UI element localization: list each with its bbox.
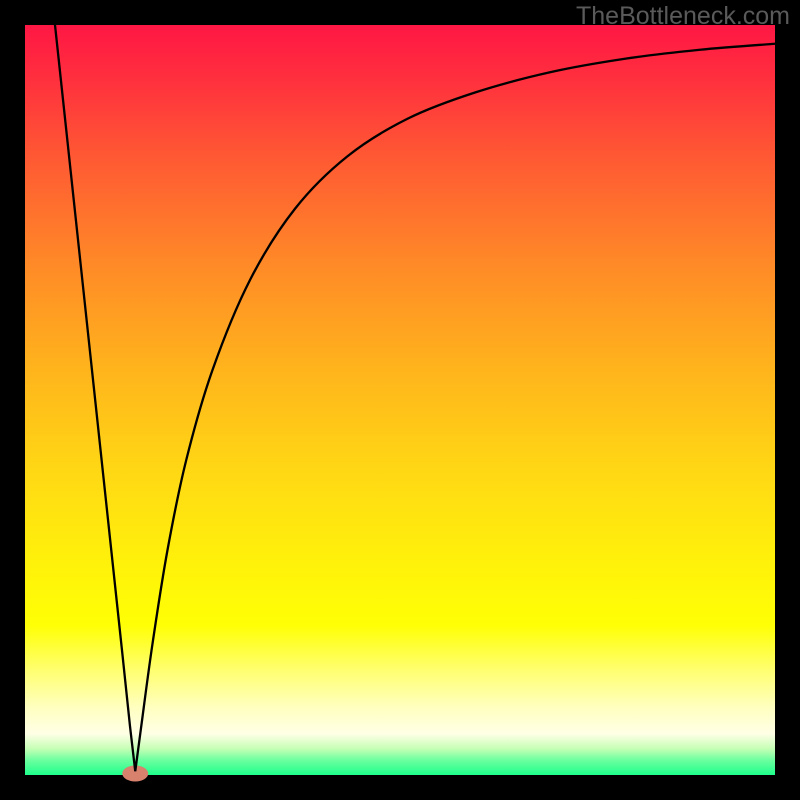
plot-area [25,25,775,775]
chart-svg [0,0,800,800]
chart-root: TheBottleneck.com [0,0,800,800]
